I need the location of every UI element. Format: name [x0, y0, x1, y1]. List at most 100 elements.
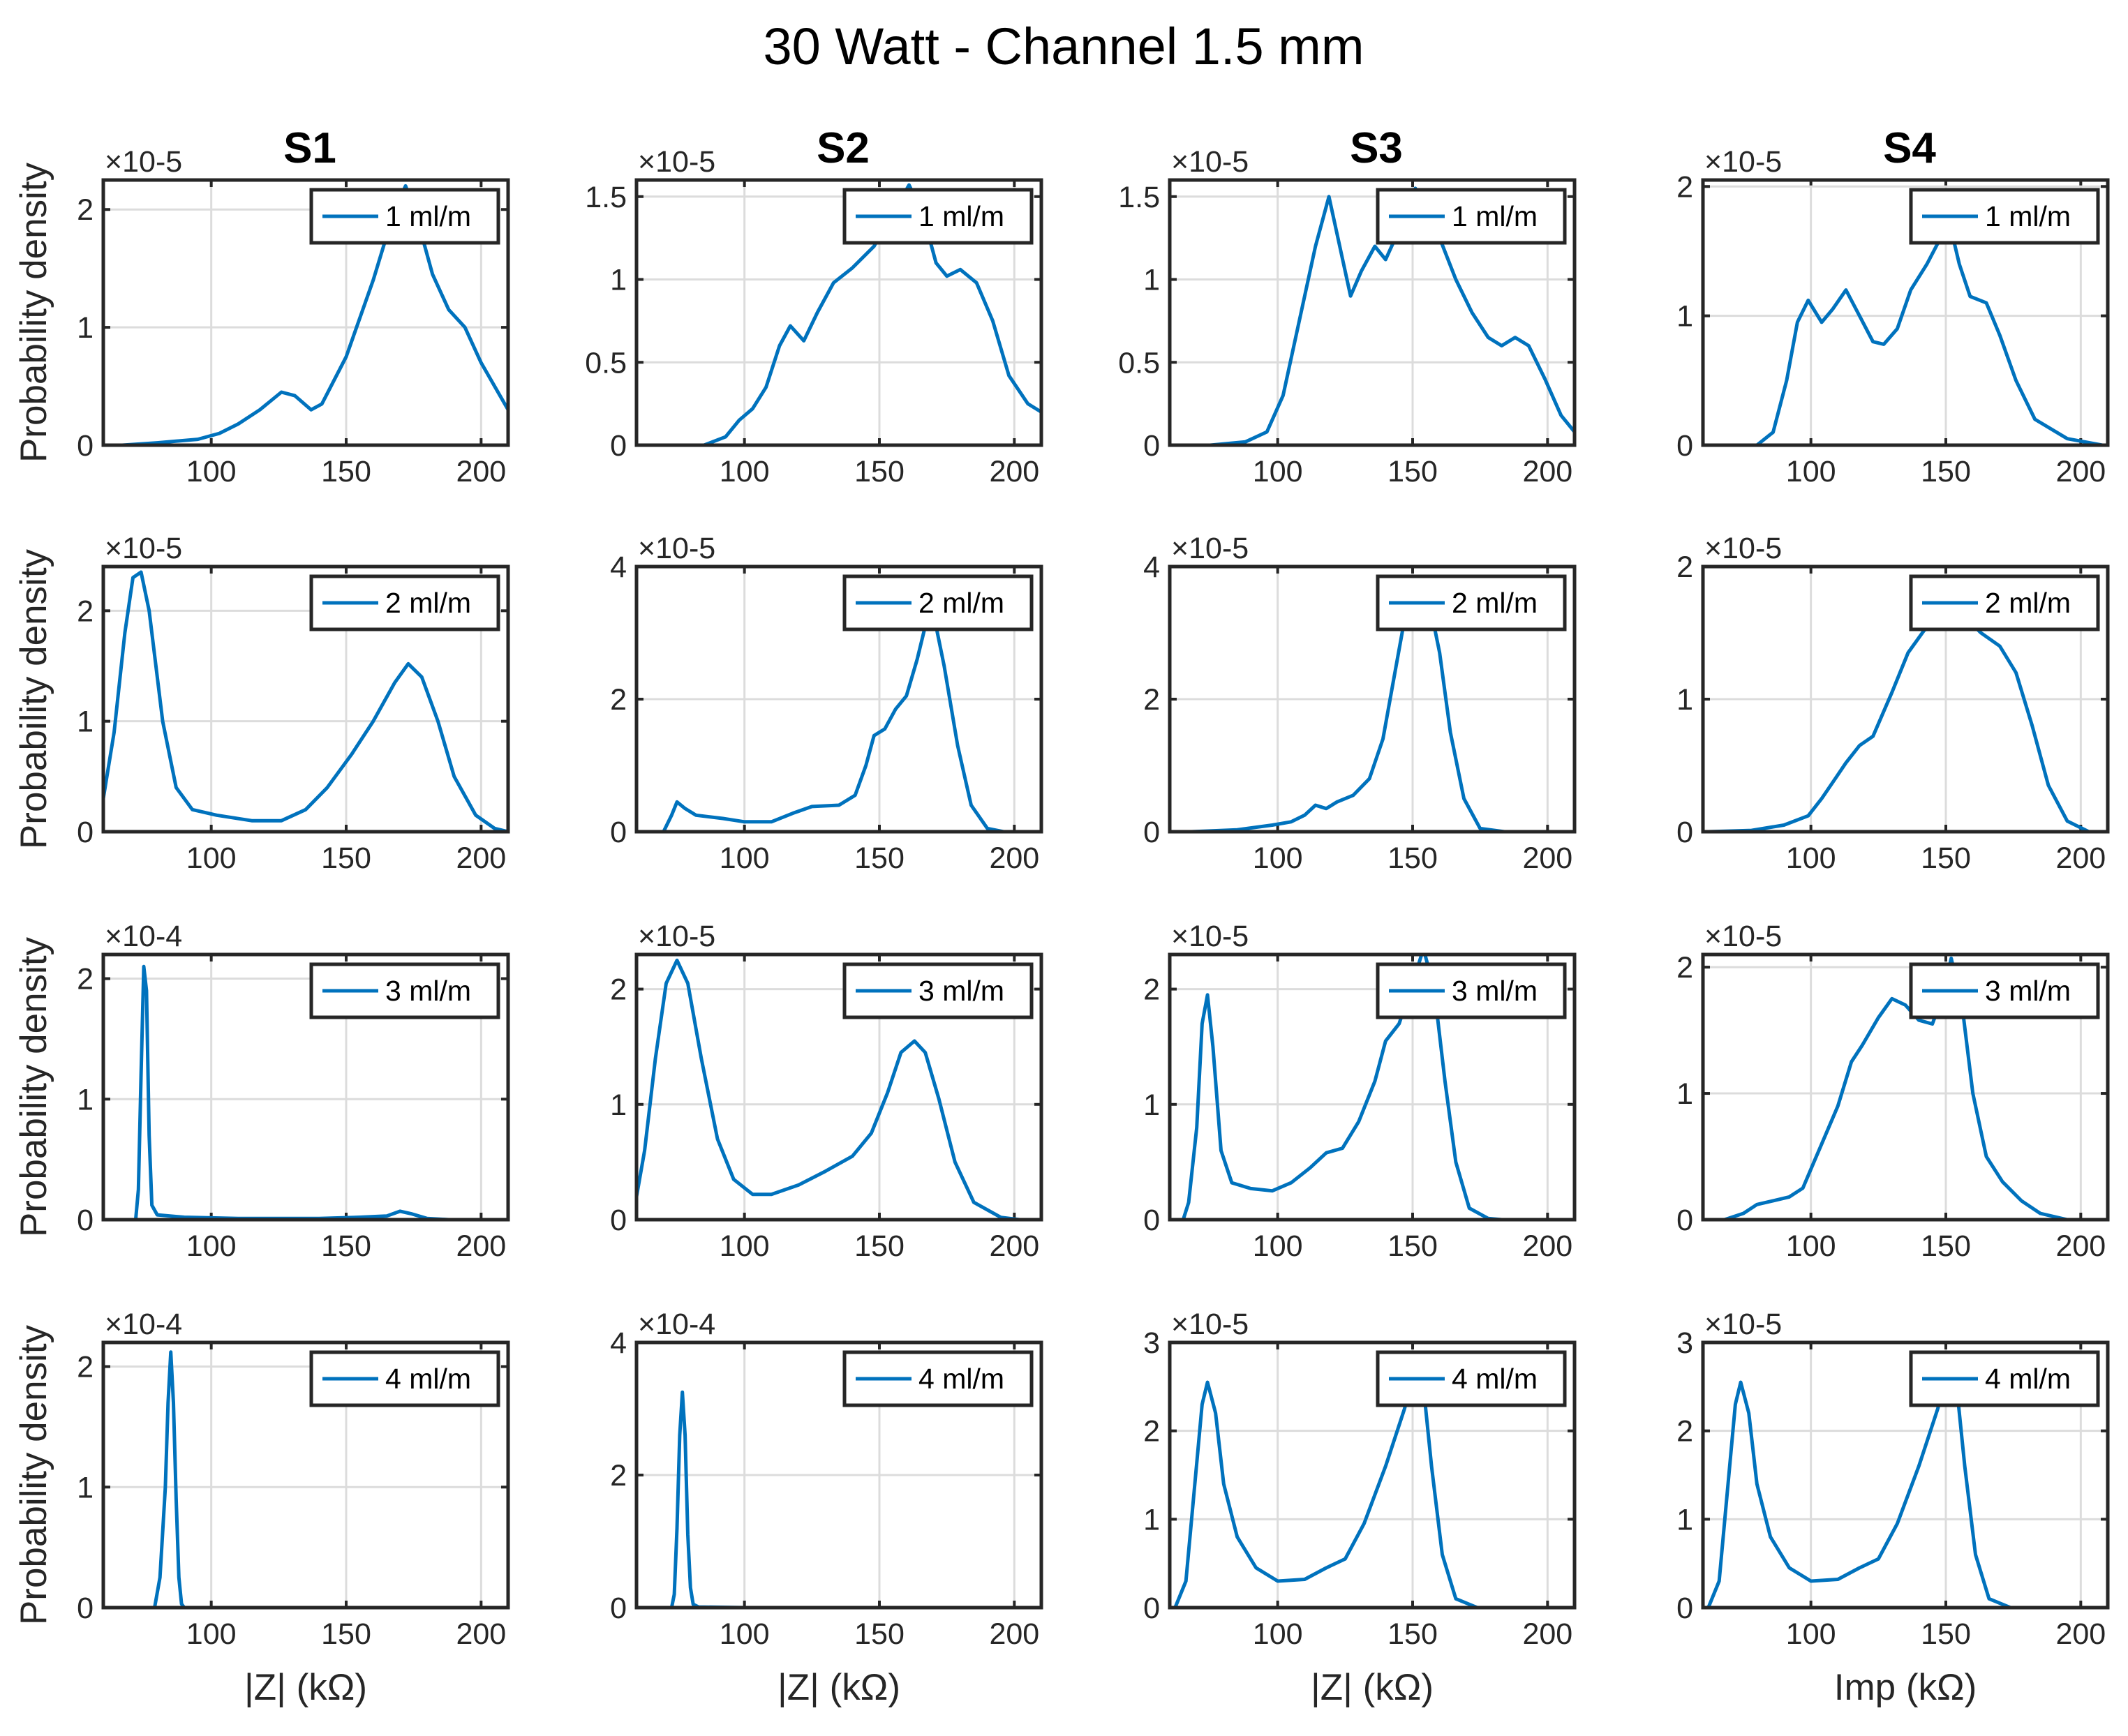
legend-label: 4 ml/m: [385, 1363, 471, 1395]
legend-label: 2 ml/m: [918, 587, 1004, 619]
y-tick-label: 1: [1676, 1077, 1693, 1111]
y-tick-label: 0: [1143, 816, 1160, 849]
y-tick-label: 1.5: [585, 181, 627, 214]
x-tick-label: 100: [1253, 841, 1303, 875]
x-tick-label: 200: [456, 455, 506, 488]
y-exponent-label: ×10-5: [1704, 1308, 1782, 1341]
y-tick-label: 1: [77, 705, 94, 739]
y-tick-label: 0: [1676, 429, 1693, 463]
x-axis-label: Imp (kΩ): [1834, 1667, 1977, 1708]
x-tick-label: 150: [1921, 455, 1971, 488]
legend-label: 2 ml/m: [1985, 587, 2071, 619]
y-tick-label: 0.5: [585, 346, 627, 380]
axes-frame: [1168, 564, 1577, 834]
density-curve: [153, 1350, 186, 1608]
subplot-r2-c4: 100 150 200 0 1 2 ×10-5 2 ml/m: [1676, 532, 2110, 875]
subplot-r4-c3: 100 150 200 0 1 2 3 ×10-5 4 ml/m |Z| (kΩ): [1143, 1308, 1577, 1708]
axes-frame: [101, 564, 510, 834]
legend-label: 2 ml/m: [1452, 587, 1538, 619]
legend: 4 ml/m: [1376, 1350, 1567, 1407]
subplot-r3-c3: 100 150 200 0 1 2 ×10-5 3 ml/m: [1143, 920, 1577, 1263]
y-tick-label: 1: [610, 264, 627, 297]
y-tick-label: 1: [77, 1083, 94, 1116]
y-tick-label: 4: [610, 551, 627, 584]
x-tick-label: 100: [720, 1229, 770, 1263]
density-curve: [120, 184, 508, 445]
x-tick-label: 100: [186, 841, 237, 875]
y-tick-label: 0: [77, 1592, 94, 1625]
x-tick-label: 100: [720, 1617, 770, 1651]
x-tick-label: 150: [1921, 841, 1971, 875]
x-tick-label: 150: [854, 841, 905, 875]
y-tick-label: 1: [77, 1471, 94, 1504]
y-exponent-label: ×10-5: [1171, 145, 1249, 179]
density-curve: [637, 958, 1022, 1220]
y-tick-label: 0: [1676, 1204, 1693, 1237]
legend-label: 1 ml/m: [918, 200, 1004, 232]
y-tick-label: 1: [610, 1088, 627, 1122]
density-curve: [1723, 217, 2104, 445]
y-axis-label: Probability density: [13, 936, 54, 1237]
y-tick-label: 2: [610, 1459, 627, 1492]
y-tick-label: 1: [1143, 1088, 1160, 1122]
x-tick-label: 200: [456, 1229, 506, 1263]
subplot-r3-c4: 100 150 200 0 1 2 ×10-5 3 ml/m: [1676, 920, 2110, 1263]
x-tick-label: 150: [854, 1617, 905, 1651]
y-exponent-label: ×10-5: [1171, 920, 1249, 953]
legend-label: 3 ml/m: [1985, 975, 2071, 1007]
axes-frame: [101, 952, 510, 1222]
x-axis-label: |Z| (kΩ): [777, 1667, 900, 1708]
density-curve: [103, 570, 508, 832]
y-tick-label: 2: [77, 1351, 94, 1384]
y-tick-label: 0: [1676, 1592, 1693, 1625]
density-curve: [662, 611, 1006, 832]
y-exponent-label: ×10-5: [105, 145, 182, 179]
legend: 2 ml/m: [842, 574, 1034, 631]
y-tick-label: 0: [1143, 1204, 1160, 1237]
legend-label: 1 ml/m: [1452, 200, 1538, 232]
x-tick-label: 200: [989, 841, 1039, 875]
density-curve: [1173, 1367, 1480, 1608]
x-tick-label: 100: [1786, 1229, 1836, 1263]
subplot-r4-c1: 100 150 200 0 1 2 ×10-4 4 ml/m Probability densi…: [13, 1308, 510, 1708]
x-tick-label: 100: [1253, 1229, 1303, 1263]
x-tick-label: 200: [1522, 1229, 1572, 1263]
y-tick-label: 2: [1143, 683, 1160, 717]
x-tick-label: 150: [854, 1229, 905, 1263]
y-tick-label: 2: [1143, 1415, 1160, 1449]
x-tick-label: 150: [321, 455, 371, 488]
legend: 4 ml/m: [842, 1350, 1034, 1407]
subplot-r4-c4: 100 150 200 0 1 2 3 ×10-5 4 ml/m Imp (kΩ): [1676, 1308, 2110, 1708]
y-exponent-label: ×10-4: [105, 1308, 182, 1341]
x-tick-label: 100: [186, 1229, 237, 1263]
column-title-s1: S1: [283, 124, 336, 172]
legend: 3 ml/m: [1376, 962, 1567, 1019]
legend: 1 ml/m: [1909, 188, 2100, 245]
y-tick-label: 1: [1143, 264, 1160, 297]
y-tick-label: 0: [77, 816, 94, 849]
density-curve: [1706, 1367, 2013, 1608]
x-tick-label: 150: [1387, 841, 1438, 875]
subplot-r2-c3: 100 150 200 0 2 4 ×10-5 2 ml/m: [1143, 532, 1577, 875]
figure-title: 30 Watt - Channel 1.5 mm: [764, 17, 1364, 75]
y-tick-label: 4: [1143, 551, 1160, 584]
x-tick-label: 200: [2055, 455, 2106, 488]
y-tick-label: 2: [1143, 973, 1160, 1007]
axes-frame: [101, 1340, 510, 1610]
x-tick-label: 200: [1522, 455, 1572, 488]
axes-frame: [1168, 178, 1577, 447]
y-tick-label: 3: [1676, 1326, 1693, 1360]
x-tick-label: 150: [321, 1617, 371, 1651]
legend: 1 ml/m: [842, 188, 1034, 245]
x-tick-label: 150: [321, 1229, 371, 1263]
legend-box: [1909, 962, 2100, 1019]
legend-label: 2 ml/m: [385, 587, 471, 619]
y-tick-label: 0: [77, 1204, 94, 1237]
x-tick-label: 150: [1387, 1229, 1438, 1263]
x-tick-label: 100: [720, 455, 770, 488]
x-tick-label: 100: [1253, 455, 1303, 488]
subplot-r1-c2: 100 150 200 0 0.5 1 1.5 ×10-5 1 ml/m: [585, 145, 1043, 488]
subplot-r1-c1: 100 150 200 0 1 2 ×10-5 1 ml/m Probability densi…: [13, 145, 510, 488]
x-tick-label: 100: [1253, 1617, 1303, 1651]
